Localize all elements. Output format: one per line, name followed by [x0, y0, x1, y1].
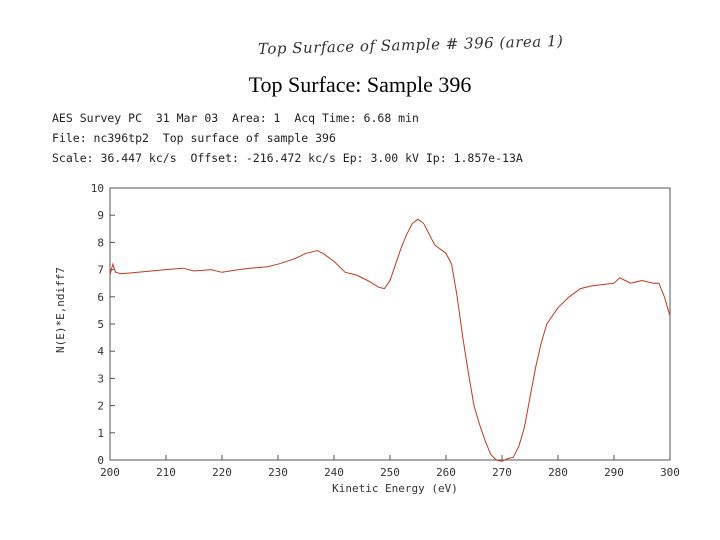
header-line-1: AES Survey PC 31 Mar 03 Area: 1 Acq Time… [52, 111, 419, 125]
y-tick-label: 7 [97, 264, 104, 277]
x-axis-label: Kinetic Energy (eV) [332, 482, 458, 495]
slide-title: Top Surface: Sample 396 [248, 72, 472, 97]
x-tick-label: 230 [268, 466, 288, 479]
x-axis: 200 210 220 230 240 250 260 270 280 290 300 [100, 455, 680, 479]
x-tick-label: 200 [100, 466, 120, 479]
x-tick-label: 280 [548, 466, 568, 479]
y-tick-label: 0 [97, 454, 104, 467]
y-tick-label: 10 [91, 182, 104, 195]
x-tick-label: 300 [660, 466, 680, 479]
y-tick-label: 2 [97, 400, 104, 413]
y-tick-label: 8 [97, 236, 104, 249]
y-tick-label: 4 [97, 345, 104, 358]
x-tick-label: 290 [604, 466, 624, 479]
y-tick-label: 6 [97, 291, 104, 304]
x-tick-label: 220 [212, 466, 232, 479]
x-tick-label: 240 [324, 466, 344, 479]
y-axis-label: N(E)*E,ndiff7 [54, 267, 67, 353]
y-axis: 0 1 2 3 4 5 6 7 8 9 10 [91, 182, 115, 467]
y-tick-label: 9 [97, 209, 104, 222]
plot-frame [109, 187, 671, 461]
spectrum-line [109, 218, 671, 462]
y-tick-label: 1 [97, 427, 104, 440]
header-line-3: Scale: 36.447 kc/s Offset: -216.472 kc/s… [52, 151, 523, 165]
y-tick-label: 5 [97, 318, 104, 331]
x-tick-label: 210 [156, 466, 176, 479]
y-tick-label: 3 [97, 372, 104, 385]
header-line-2: File: nc396tp2 Top surface of sample 396 [52, 131, 336, 145]
x-tick-label: 250 [380, 466, 400, 479]
x-tick-label: 270 [492, 466, 512, 479]
x-tick-label: 260 [436, 466, 456, 479]
